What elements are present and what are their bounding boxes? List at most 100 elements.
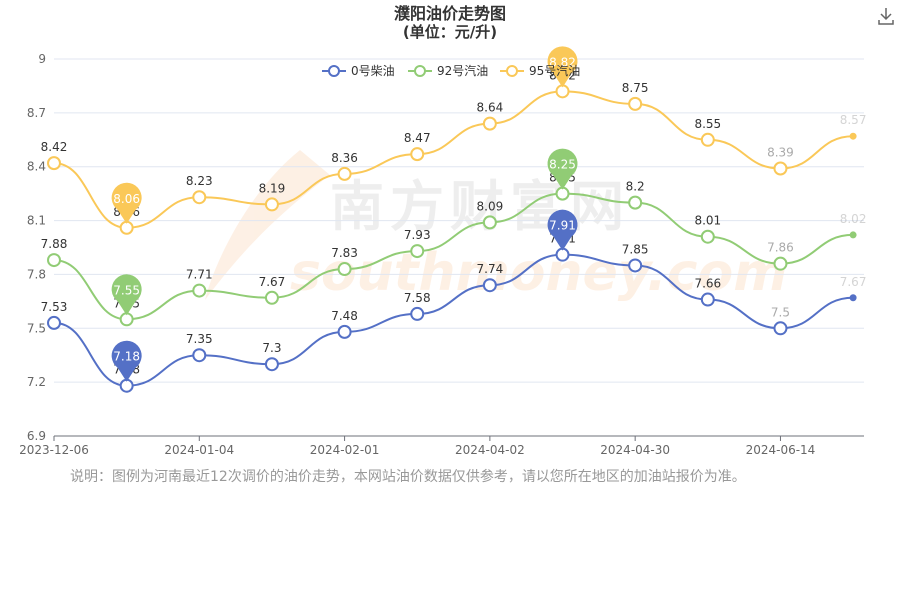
series-line — [53, 90, 854, 229]
data-label: 8.47 — [404, 131, 431, 145]
data-point — [628, 258, 643, 273]
data-point — [192, 348, 207, 363]
data-point — [700, 132, 715, 147]
data-point — [264, 290, 279, 305]
data-label: 7.5 — [771, 305, 790, 319]
data-label: 8.01 — [694, 214, 721, 228]
watermark-text-en: southmoney.com — [290, 243, 787, 303]
markers-2: 8.82 8.06 — [111, 46, 578, 224]
pin-shape — [111, 182, 142, 224]
data-point — [47, 315, 61, 330]
data-label: 8.57 — [840, 113, 867, 127]
legend-label: 95号汽油 — [529, 63, 580, 78]
data-point — [700, 229, 715, 244]
data-label: 8.23 — [186, 174, 213, 188]
data-label: 7.66 — [694, 277, 721, 291]
data-point — [773, 256, 788, 271]
data-point — [849, 132, 857, 140]
series-line — [53, 192, 854, 321]
pin-value: 8.25 — [549, 158, 576, 172]
data-label: 8.75 — [622, 81, 649, 95]
pin-value: 8.06 — [113, 192, 140, 206]
chart-subtitle: (单位：元/升) — [403, 23, 497, 41]
chart-title: 濮阳油价走势图 — [394, 4, 506, 23]
series-1: 7.887.557.717.677.837.938.098.258.28.017… — [41, 171, 867, 327]
data-point — [47, 156, 61, 171]
legend-marker — [506, 65, 518, 77]
pin-value: 8.82 — [549, 55, 576, 69]
pin-value: 7.18 — [113, 350, 140, 364]
legend-item[interactable]: 92号汽油 — [408, 63, 488, 78]
data-label: 7.86 — [767, 241, 794, 255]
min-pin: 7.55 — [111, 274, 142, 316]
legend-label: 92号汽油 — [437, 63, 488, 78]
data-label: 8.2 — [626, 180, 645, 194]
data-point — [849, 294, 857, 302]
data-label: 7.53 — [41, 300, 68, 314]
min-pin: 7.18 — [111, 340, 142, 382]
data-label: 7.67 — [259, 275, 286, 289]
download-icon[interactable] — [876, 6, 896, 26]
data-label: 8.39 — [767, 146, 794, 160]
data-label: 7.71 — [186, 268, 213, 282]
data-label: 7.74 — [477, 262, 504, 276]
markers-1: 8.25 7.55 — [111, 148, 578, 316]
x-tick-label: 2023-12-06 — [19, 443, 89, 457]
data-label: 7.67 — [840, 275, 867, 289]
x-tick-label: 2024-06-14 — [746, 443, 816, 457]
y-tick-label: 9 — [38, 52, 46, 66]
data-point — [337, 262, 352, 277]
x-tick-label: 2024-02-01 — [310, 443, 380, 457]
legend-item[interactable]: 0号柴油 — [322, 64, 395, 78]
data-point — [482, 215, 497, 230]
data-point — [628, 96, 643, 111]
legend-marker — [328, 65, 340, 77]
data-point — [700, 292, 715, 307]
pin-shape — [111, 340, 142, 382]
data-label: 7.58 — [404, 291, 431, 305]
y-tick-label: 8.7 — [27, 106, 46, 120]
chart-note: 说明：图例为河南最近12次调价的油价走势，本网站油价数据仅供参考，请以您所在地区… — [70, 469, 746, 485]
data-point — [410, 147, 425, 162]
data-point — [264, 197, 279, 212]
data-point — [337, 166, 352, 181]
markers-0: 7.91 7.18 — [111, 209, 578, 382]
y-tick-label: 7.8 — [27, 267, 46, 281]
data-label: 8.09 — [477, 199, 504, 213]
data-label: 8.19 — [259, 181, 286, 195]
data-label: 7.83 — [331, 246, 358, 260]
legend-item[interactable]: 95号汽油 — [500, 63, 580, 78]
data-point — [773, 161, 788, 176]
legend: 0号柴油 92号汽油 95号汽油 — [322, 63, 580, 78]
data-point — [192, 190, 207, 205]
data-label: 8.42 — [41, 140, 68, 154]
pin-shape — [547, 209, 578, 251]
x-axis: 2023-12-06 2024-01-04 2024-02-01 2024-04-02… — [19, 435, 864, 457]
data-point — [628, 195, 643, 210]
max-pin: 8.25 — [547, 148, 578, 190]
y-tick-label: 7.2 — [27, 375, 46, 389]
y-tick-label: 8.1 — [27, 214, 46, 228]
data-label: 8.02 — [840, 212, 867, 226]
legend-label: 0号柴油 — [351, 64, 395, 78]
pin-shape — [547, 46, 578, 88]
y-tick-label: 6.9 — [27, 429, 46, 443]
data-point — [482, 116, 497, 131]
data-label: 8.36 — [331, 151, 358, 165]
data-point — [192, 283, 207, 298]
data-point — [773, 321, 788, 336]
watermark-flame-shape — [205, 150, 330, 300]
x-tick-label: 2024-04-30 — [600, 443, 670, 457]
data-label: 7.85 — [622, 242, 649, 256]
data-point — [849, 231, 857, 239]
data-label: 8.64 — [477, 101, 504, 115]
data-label: 8.55 — [694, 117, 721, 131]
data-point — [410, 244, 425, 259]
data-label: 7.93 — [404, 228, 431, 242]
pin-value: 7.91 — [549, 219, 576, 233]
data-label: 7.48 — [331, 309, 358, 323]
min-pin: 8.06 — [111, 182, 142, 224]
data-point — [264, 357, 279, 372]
